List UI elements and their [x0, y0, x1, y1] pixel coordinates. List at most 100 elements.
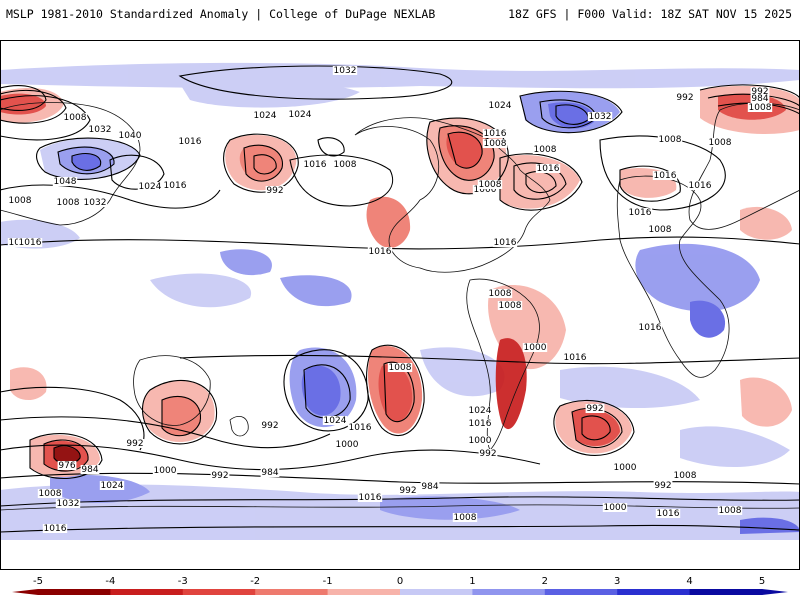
isobar-label-bg [522, 343, 548, 352]
isobar-label-bg [347, 423, 373, 432]
isobar-label-bg [477, 180, 503, 189]
isobar-label-bg [647, 225, 673, 234]
isobar-label-bg [657, 135, 683, 144]
isobar-label-bg [55, 499, 81, 508]
colorbar-segment [400, 589, 473, 595]
isobar-label-bg [467, 436, 493, 445]
isobar-label: 1016 [494, 238, 517, 248]
isobar-label: 1048 [54, 177, 77, 187]
mslp-anomaly-map[interactable]: 1032102410089929841008103210401048101610… [0, 40, 800, 570]
isobar-label: 1008 [709, 138, 732, 148]
isobar-label: 1016 [349, 423, 372, 433]
isobar-label-bg [152, 466, 178, 475]
isobar-label-bg [452, 513, 478, 522]
isobar-label-bg [367, 247, 393, 256]
isobar-label: 1008 [499, 301, 522, 311]
isobar-label: 1000 [469, 436, 492, 446]
isobar-label: 1016 [537, 164, 560, 174]
isobar-label-bg [478, 449, 498, 458]
isobar-label: 1024 [139, 182, 162, 192]
isobar-label-bg [652, 171, 678, 180]
isobar-label: 1024 [101, 481, 124, 491]
colorbar-segment [110, 589, 184, 595]
colorbar-segment [38, 589, 111, 595]
isobar-label: 1008 [9, 196, 32, 206]
isobar-label-bg [57, 461, 77, 470]
colorbar-segment [617, 589, 691, 595]
isobar-label-bg [322, 416, 348, 425]
isobar-label: 984 [261, 468, 278, 478]
isobar-label-bg [17, 238, 43, 247]
isobar-label: 1032 [89, 125, 112, 135]
isobar-label-bg [117, 131, 143, 140]
isobar-label-bg [302, 160, 328, 169]
isobar-label: 1016 [44, 524, 67, 534]
colorbar-tick-label: 5 [759, 576, 765, 587]
isobar-label: 992 [126, 439, 143, 449]
isobar-label-bg [52, 177, 78, 186]
isobar-label-bg [492, 238, 518, 247]
isobar-label: 1032 [57, 499, 80, 509]
isobar-label-bg [99, 481, 125, 490]
colorbar-tick-label: 4 [686, 576, 692, 587]
colorbar-segment [472, 589, 546, 595]
isobar-label-bg [535, 164, 561, 173]
run-info: 18Z GFS | F000 Valid: 18Z SAT NOV 15 202… [508, 7, 792, 21]
isobar-label: 992 [261, 421, 278, 431]
isobar-label-bg [612, 463, 638, 472]
isobar-label-bg [672, 471, 698, 480]
isobar-label: 992 [211, 471, 228, 481]
isobar-label-bg [707, 138, 733, 147]
isobar-label: 1008 [484, 139, 507, 149]
colorbar-segment [255, 589, 329, 595]
isobar-label: 1016 [179, 137, 202, 147]
isobar-label-bg [125, 439, 145, 448]
isobar-label: 1024 [489, 101, 512, 111]
isobar-label-bg [265, 186, 285, 195]
isobar-label: 1008 [39, 489, 62, 499]
isobar-label-bg [332, 160, 358, 169]
isobar-label: 1008 [749, 103, 772, 113]
isobar-label: 984 [81, 465, 98, 475]
colorbar-segment [544, 589, 618, 595]
isobar-label: 1008 [649, 225, 672, 235]
colorbar-tick-label: -3 [178, 576, 188, 587]
isobar-label-bg [482, 139, 508, 148]
isobar-label-bg [585, 404, 605, 413]
isobar-label-bg [334, 440, 360, 449]
isobar-label: 1024 [254, 111, 277, 121]
isobar-label: 1032 [334, 66, 357, 76]
isobar-label: 992 [399, 486, 416, 496]
isobar-label-bg [260, 468, 280, 477]
isobar-label: 1016 [564, 353, 587, 363]
isobar-label-bg [162, 181, 188, 190]
isobar-label: 1000 [336, 440, 359, 450]
isobar-label-bg [210, 471, 230, 480]
isobar-label: 1016 [469, 419, 492, 429]
isobar-label: 1024 [324, 416, 347, 426]
isobar-label: 1024 [469, 406, 492, 416]
isobar-label: 1016 [689, 181, 712, 191]
isobar-label: 1008 [719, 506, 742, 516]
isobar-label: 1008 [454, 513, 477, 523]
isobar-label: 1000 [524, 343, 547, 353]
isobar-label: 1016 [164, 181, 187, 191]
colorbar-tick-label: -2 [250, 576, 260, 587]
isobar-label: 1016 [639, 323, 662, 333]
isobar-label-bg [357, 493, 383, 502]
colorbar-tick-label: 1 [469, 576, 475, 587]
isobar-label: 1000 [604, 503, 627, 513]
isobar-label: 1016 [654, 171, 677, 181]
isobar-label-bg [487, 289, 513, 298]
isobar-label-bg [420, 482, 440, 491]
colorbar-tick-label: 0 [397, 576, 403, 587]
isobar-label: 1008 [489, 289, 512, 299]
isobar-label: 1040 [119, 131, 142, 141]
anomaly-colorbar: -5 -4 -3 -2 -1 0 1 2 3 4 5 [12, 576, 788, 595]
isobar-label-bg [177, 137, 203, 146]
isobar-label-bg [497, 301, 523, 310]
chart-title: MSLP 1981-2010 Standardized Anomaly | Co… [6, 7, 436, 21]
isobar-label-bg [472, 185, 498, 194]
isobar-label: 1000 [614, 463, 637, 473]
isobar-label-bg [750, 94, 770, 103]
